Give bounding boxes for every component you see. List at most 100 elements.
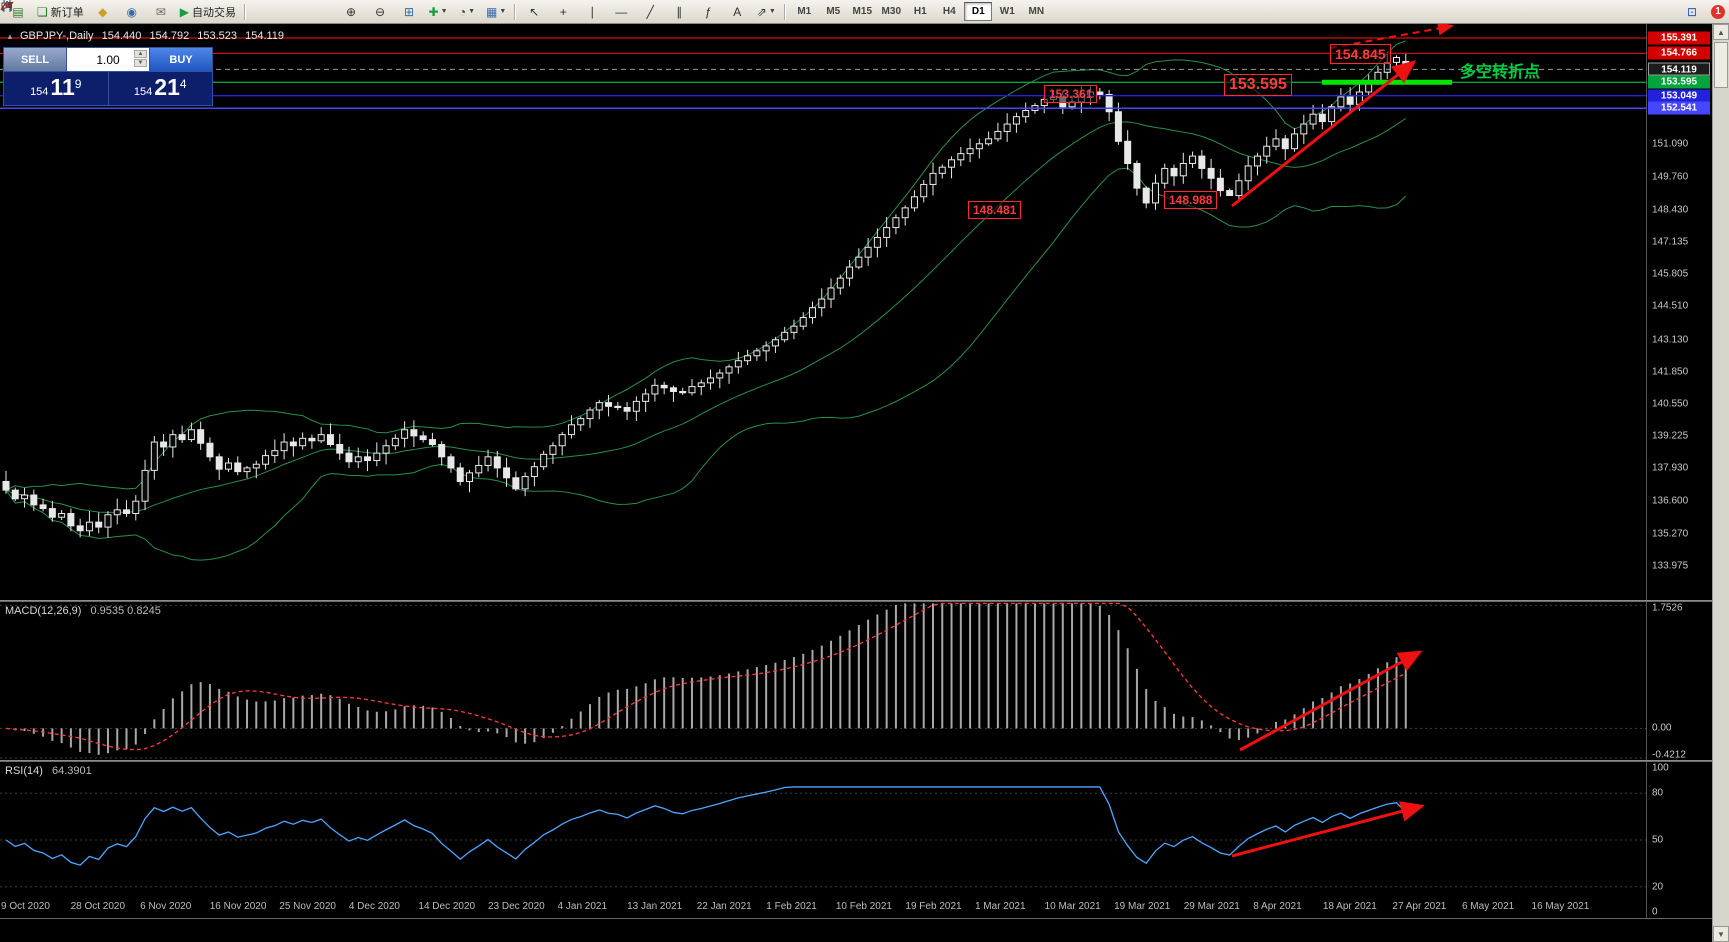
sell-button[interactable]: SELL (4, 48, 67, 71)
macd-panel-divider[interactable] (0, 600, 1712, 602)
volume-down-icon[interactable]: ▼ (134, 59, 147, 67)
volume-input[interactable] (78, 51, 138, 68)
price-axis-label: 141.850 (1652, 366, 1689, 378)
price-tag-152.541: 152.541 (1648, 101, 1710, 115)
rsi-indicator (0, 786, 1646, 888)
price-axis-label: 139.225 (1652, 430, 1689, 442)
periods-icon: ◔ (458, 4, 467, 19)
scroll-down-icon[interactable]: ▼ (1713, 926, 1729, 942)
price-axis-label: 135.270 (1652, 528, 1689, 540)
price-annotation-153.361[interactable]: 153.361 (1044, 85, 1098, 103)
vertical-scrollbar[interactable]: ▲ ▼ (1712, 24, 1729, 942)
date-label: 22 Jan 2021 (696, 901, 752, 912)
community-button[interactable]: ⊡ (1678, 1, 1706, 23)
rsi-axis-label: 0 (1652, 906, 1658, 918)
metaeditor-icon: ◆ (98, 4, 108, 19)
price-tag-153.595: 153.595 (1648, 75, 1710, 89)
autotrading-button[interactable]: ▶ 自动交易 (176, 1, 240, 23)
arrows-tool-button[interactable]: ⇗ ▼ (752, 1, 780, 23)
fibonacci-button[interactable]: ƒ (694, 1, 722, 23)
vertical-line-button[interactable]: ∣ (578, 1, 606, 23)
periods-caret-icon[interactable]: ▼ (468, 8, 476, 15)
zoom-out-button[interactable]: ⊖ (366, 1, 394, 23)
timeframe-m5[interactable]: M5 (826, 6, 841, 17)
symbol-chart-button[interactable]: ▤ (4, 1, 32, 23)
date-label: 19 Feb 2021 (905, 901, 962, 912)
zoom-in-button[interactable]: ⊕ (337, 1, 365, 23)
mailbox-button[interactable]: ✉ (147, 1, 175, 23)
toolbar-separator (514, 3, 517, 20)
templates-caret-icon[interactable]: ▼ (499, 8, 507, 15)
buy-button[interactable]: BUY (149, 48, 212, 71)
bid-pip-digit: 9 (74, 77, 82, 91)
timeframe-h1[interactable]: H1 (913, 6, 927, 17)
price-axis-label: 140.550 (1652, 398, 1689, 410)
metaeditor-button[interactable]: ◆ (89, 1, 117, 23)
low-value: 153.523 (197, 30, 238, 42)
candlestick-chart-button[interactable] (1, 0, 307, 23)
crosshair-icon: + (559, 4, 567, 19)
rsi-label: RSI(14) 64.3901 (5, 765, 92, 777)
equidistant-channel-icon: ∥ (676, 4, 683, 19)
indicators-caret-icon[interactable]: ▼ (440, 8, 448, 15)
new-order-button[interactable]: ❏ 新订单 (33, 1, 88, 23)
bid-price-button[interactable]: 154 11 9 (4, 72, 109, 105)
crosshair-button[interactable]: + (549, 1, 577, 23)
navigator-button[interactable]: ◉ (118, 1, 146, 23)
chinese-note-annotation[interactable]: 多空转折点 (1460, 64, 1541, 81)
timeframe-h4[interactable]: H4 (942, 6, 956, 17)
date-label: 8 Apr 2021 (1253, 901, 1302, 912)
zoom-in-icon: ⊕ (345, 4, 357, 19)
timeframe-m1[interactable]: M1 (797, 6, 812, 17)
bar-chart-button[interactable] (2, 1, 278, 23)
text-label-icon: A (733, 4, 742, 19)
tile-windows-button[interactable]: ⊞ (395, 1, 423, 23)
date-label: 29 Mar 2021 (1183, 901, 1240, 912)
price-chart-canvas[interactable] (0, 24, 1729, 942)
timeframe-mn[interactable]: MN (1028, 6, 1045, 17)
trend-arrows[interactable] (1231, 24, 1454, 858)
trendline-button[interactable]: ╱ (636, 1, 664, 23)
new-order-label: 新订单 (50, 6, 84, 19)
timeframe-d1[interactable]: D1 (964, 2, 993, 21)
timeframe-m30[interactable]: M30 (881, 6, 901, 17)
scroll-up-icon[interactable]: ▲ (1713, 24, 1729, 40)
volume-up-icon[interactable]: ▲ (134, 50, 147, 58)
ask-prefix: 154 (133, 86, 153, 98)
price-annotation-148.988[interactable]: 148.988 (1164, 191, 1218, 209)
templates-button[interactable]: ▦ ▼ (482, 1, 510, 23)
price-tag-153.049: 153.049 (1648, 89, 1710, 103)
rsi-axis-label: 80 (1652, 787, 1664, 799)
bid-prefix: 154 (30, 86, 49, 98)
equidistant-channel-button[interactable]: ∥ (665, 1, 693, 23)
chart-area[interactable] (0, 24, 1729, 942)
notification-badge[interactable]: 1 (1711, 4, 1725, 19)
toolbar-separator (784, 3, 787, 20)
expand-triangle-icon: ▲ (6, 32, 14, 41)
rsi-panel-divider[interactable] (0, 760, 1712, 762)
timeframe-w1[interactable]: W1 (999, 6, 1015, 17)
arrows-tool-caret-icon[interactable]: ▼ (768, 8, 776, 15)
scrollbar-thumb[interactable] (1714, 42, 1728, 88)
price-annotation-153.595[interactable]: 153.595 (1224, 74, 1292, 96)
rsi-axis-label: 50 (1652, 834, 1664, 846)
price-annotation-154.845[interactable]: 154.845 (1330, 44, 1391, 64)
horizontal-line-button[interactable]: ― (607, 1, 635, 23)
timeframe-m15[interactable]: M15 (852, 6, 872, 17)
indicators-button[interactable]: ✚ ▼ (424, 1, 452, 23)
periods-button[interactable]: ◔ ▼ (453, 1, 481, 23)
vertical-line-icon: ∣ (589, 4, 596, 19)
macd-axis-label: 0.00 (1652, 722, 1672, 734)
price-axis-label: 133.975 (1652, 560, 1689, 572)
date-label: 6 May 2021 (1461, 901, 1515, 912)
line-chart-button[interactable] (0, 1, 336, 23)
arrows-tool-icon: ⇗ (756, 4, 767, 19)
cursor-button[interactable]: ↖ (520, 1, 548, 23)
date-label: 14 Dec 2020 (418, 901, 476, 912)
ask-price-button[interactable]: 154 21 4 (109, 72, 213, 105)
date-label: 28 Oct 2020 (70, 901, 126, 912)
rsi-name: RSI(14) (5, 765, 43, 777)
price-annotation-148.481[interactable]: 148.481 (968, 201, 1022, 219)
text-label-button[interactable]: A (723, 1, 751, 23)
